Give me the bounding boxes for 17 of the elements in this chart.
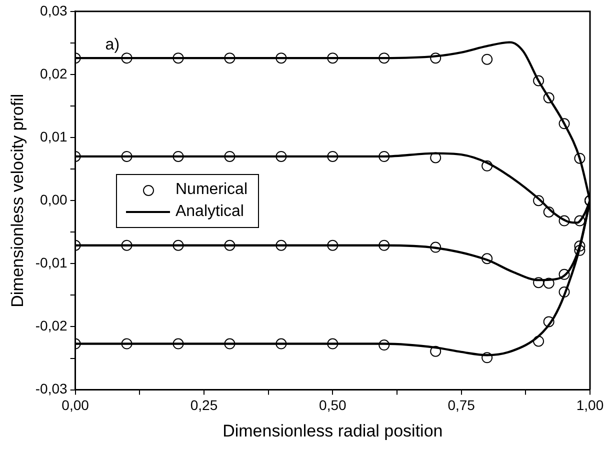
y-tick-label: 0,03: [40, 2, 68, 18]
y-tick-label: 0,00: [40, 191, 68, 208]
y-axis-title: Dimensionless velocity profil: [8, 94, 27, 308]
y-tick-label: -0,02: [35, 318, 68, 334]
legend-label: Analytical: [175, 203, 244, 222]
x-tick-label: 0,50: [319, 397, 346, 414]
x-axis-title: Dimensionless radial position: [222, 421, 443, 440]
x-tick-label: 0,75: [448, 397, 476, 414]
annotation: a): [105, 36, 120, 54]
y-tick-label: -0,01: [35, 254, 68, 271]
y-tick-label: 0,01: [40, 128, 68, 144]
legend-label: Numerical: [175, 181, 248, 200]
y-tick-label: -0,03: [35, 380, 68, 397]
x-tick-label: 1,00: [576, 397, 604, 414]
y-tick-label: 0,02: [40, 65, 68, 82]
x-tick-label: 0,00: [62, 397, 90, 414]
x-tick-label: 0,25: [190, 397, 218, 414]
